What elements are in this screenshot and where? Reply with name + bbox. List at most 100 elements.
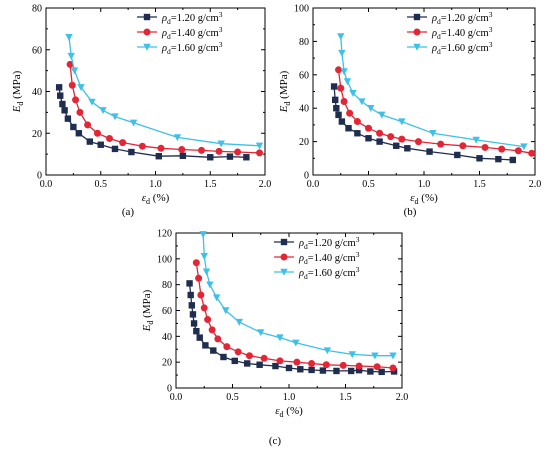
y-tick-label: 80	[162, 280, 172, 291]
series-line	[337, 69, 532, 154]
data-point	[358, 98, 366, 106]
data-point	[355, 362, 363, 370]
panel-label: (c)	[269, 435, 282, 447]
data-point	[371, 352, 379, 360]
x-tick-label: 1.0	[283, 392, 296, 403]
data-point	[297, 366, 304, 373]
data-point	[498, 145, 506, 153]
data-point	[186, 280, 193, 287]
data-point	[323, 347, 332, 355]
data-point	[345, 125, 352, 132]
y-tick-label: 20	[299, 137, 309, 148]
y-tick-label: 0	[304, 171, 309, 182]
data-point	[111, 113, 119, 121]
data-point	[340, 68, 348, 76]
chart-panel-1: 0.0 0.5 1.0 1.5 2.0 0 20 40 60 80 εd (%) Ed (MPa) ρd…	[11, 4, 271, 219]
data-point	[256, 361, 263, 368]
data-point	[293, 358, 301, 366]
data-point	[459, 142, 467, 150]
data-point	[276, 357, 284, 365]
plot-frame	[175, 232, 403, 389]
data-point	[481, 143, 489, 151]
data-point	[202, 268, 211, 276]
y-tick-label: 40	[162, 332, 172, 343]
data-point	[173, 134, 182, 142]
y-tick-label: 0	[167, 384, 172, 395]
legend-marker	[413, 43, 421, 51]
plot-frame	[45, 7, 266, 176]
data-point	[376, 129, 384, 137]
data-point	[226, 153, 234, 160]
x-tick-label: 0.5	[95, 179, 108, 190]
data-point	[76, 108, 84, 116]
data-point	[200, 253, 208, 260]
data-point	[514, 147, 522, 155]
data-point	[319, 367, 327, 374]
data-point	[202, 342, 209, 349]
y-tick-label: 120	[157, 229, 172, 240]
data-point	[210, 347, 217, 354]
data-point	[61, 107, 68, 114]
data-point	[365, 135, 372, 142]
data-point	[55, 84, 63, 91]
data-point	[197, 146, 205, 154]
data-point	[347, 367, 355, 375]
data-point	[220, 353, 227, 361]
data-point	[528, 149, 536, 157]
x-tick-label: 2.0	[259, 179, 272, 190]
data-point	[243, 360, 251, 367]
data-point	[66, 60, 74, 68]
data-point	[378, 368, 385, 376]
data-point	[338, 118, 346, 125]
data-point	[196, 334, 203, 341]
data-point	[414, 138, 422, 146]
data-point	[337, 84, 345, 92]
data-point	[223, 343, 231, 351]
data-point	[346, 109, 354, 117]
legend-label: ρd=1.60 g/cm3	[298, 265, 360, 281]
series-1	[186, 280, 398, 376]
series-2	[335, 66, 536, 157]
y-axis-title: Ed (MPa)	[141, 289, 155, 332]
data-point	[70, 123, 77, 131]
x-tick-label: 1.0	[149, 179, 162, 190]
y-tick-label: 60	[299, 70, 309, 81]
data-point	[93, 129, 101, 137]
y-axis-title: Ed (MPa)	[278, 70, 292, 113]
x-tick-label: 1.5	[473, 179, 486, 190]
data-point	[217, 140, 225, 148]
data-point	[495, 155, 502, 163]
data-point	[257, 329, 265, 337]
data-point	[192, 259, 200, 267]
data-point	[509, 156, 516, 164]
legend-marker	[413, 13, 421, 21]
x-tick-label: 1.5	[204, 179, 217, 190]
data-point	[339, 361, 347, 369]
legend-marker	[143, 13, 151, 21]
legend-label: ρd=1.40 g/cm3	[161, 25, 223, 41]
series-1	[55, 84, 250, 161]
data-point	[157, 144, 165, 152]
legend-label: ρd=1.40 g/cm3	[298, 250, 360, 266]
data-point	[330, 83, 338, 90]
series-3	[337, 33, 528, 151]
data-point	[387, 133, 395, 141]
data-point	[200, 304, 208, 312]
y-tick-label: 60	[162, 306, 172, 317]
series-line	[195, 262, 394, 369]
data-point	[195, 274, 203, 282]
legend-marker	[413, 28, 421, 36]
data-point	[208, 326, 216, 334]
x-tick-label: 1.5	[339, 392, 352, 403]
data-point	[243, 154, 250, 161]
legend-label: ρd=1.60 g/cm3	[431, 40, 493, 56]
data-point	[75, 130, 83, 137]
series-2	[192, 259, 397, 372]
data-point	[65, 34, 73, 41]
y-tick-label: 40	[299, 104, 309, 115]
data-point	[129, 119, 138, 127]
data-point	[256, 149, 264, 157]
data-point	[214, 335, 222, 343]
data-point	[333, 105, 340, 112]
x-tick-label: 0.0	[170, 392, 183, 403]
